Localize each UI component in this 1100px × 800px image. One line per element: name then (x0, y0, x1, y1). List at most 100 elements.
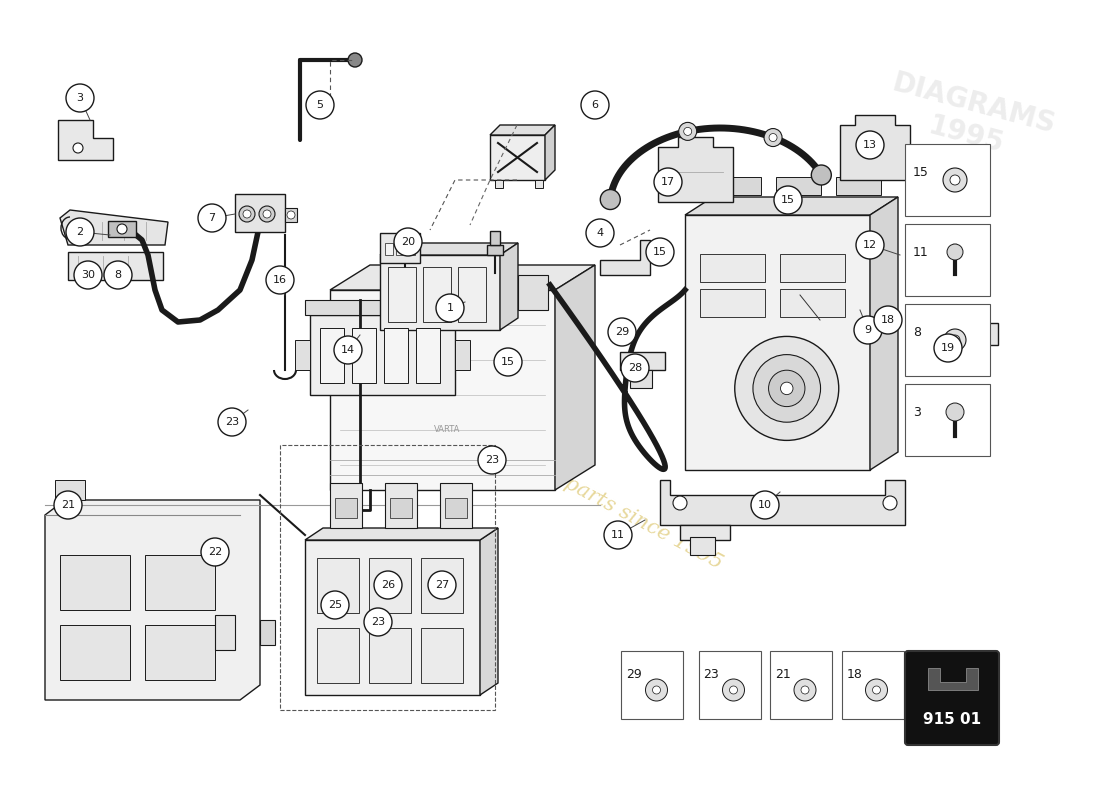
Polygon shape (680, 525, 730, 540)
Bar (379, 255, 500, 330)
Circle shape (266, 266, 294, 294)
Circle shape (646, 238, 674, 266)
Bar (487, 245, 503, 255)
Circle shape (781, 382, 793, 394)
Polygon shape (60, 210, 168, 245)
Circle shape (856, 131, 884, 159)
Circle shape (679, 122, 696, 140)
Bar (310, 315, 455, 395)
Circle shape (769, 134, 777, 142)
Circle shape (774, 186, 802, 214)
Bar (490, 135, 544, 180)
Bar (440, 483, 472, 528)
Circle shape (751, 491, 779, 519)
Circle shape (394, 228, 422, 256)
Bar (407, 243, 415, 255)
Circle shape (883, 496, 896, 510)
Circle shape (348, 53, 362, 67)
Bar (495, 180, 503, 188)
Circle shape (436, 294, 464, 322)
Text: 5: 5 (317, 100, 323, 110)
Circle shape (673, 496, 688, 510)
Bar (535, 180, 543, 188)
Text: 11: 11 (610, 530, 625, 540)
Text: 12: 12 (862, 240, 877, 250)
Bar (905, 384, 990, 456)
Circle shape (218, 408, 246, 436)
Circle shape (494, 348, 522, 376)
Text: 20: 20 (400, 237, 415, 247)
Circle shape (646, 679, 668, 701)
Text: 22: 22 (208, 547, 222, 557)
Bar (352, 328, 376, 383)
Polygon shape (685, 215, 870, 470)
Bar (490, 231, 500, 245)
Text: 30: 30 (81, 270, 95, 280)
Bar (518, 275, 548, 310)
Circle shape (201, 538, 229, 566)
Polygon shape (330, 265, 595, 290)
Polygon shape (658, 137, 733, 202)
Circle shape (654, 168, 682, 196)
Bar (421, 558, 463, 613)
Bar (690, 537, 715, 555)
Bar (60, 625, 130, 680)
Bar (770, 651, 832, 719)
Circle shape (874, 306, 902, 334)
Text: 3: 3 (913, 406, 921, 418)
Circle shape (769, 370, 805, 406)
Polygon shape (685, 197, 898, 215)
Circle shape (872, 686, 880, 694)
Bar (424, 267, 451, 322)
Bar (145, 625, 214, 680)
Text: 18: 18 (847, 669, 862, 682)
Text: 15: 15 (500, 357, 515, 367)
Bar (455, 340, 470, 370)
Text: 17: 17 (661, 177, 675, 187)
Polygon shape (600, 240, 650, 275)
Bar (108, 221, 136, 237)
Text: 23: 23 (224, 417, 239, 427)
Bar (384, 328, 408, 383)
Circle shape (944, 329, 966, 351)
Circle shape (478, 446, 506, 474)
Circle shape (604, 521, 632, 549)
Text: 28: 28 (628, 363, 642, 373)
Text: 8: 8 (913, 326, 921, 338)
Bar (905, 224, 990, 296)
Text: VARTA: VARTA (433, 426, 460, 434)
Circle shape (321, 591, 349, 619)
Bar (716, 177, 761, 195)
Text: 29: 29 (615, 327, 629, 337)
Circle shape (729, 686, 737, 694)
Text: 27: 27 (434, 580, 449, 590)
Text: 3: 3 (77, 93, 84, 103)
Text: 23: 23 (704, 669, 719, 682)
Text: 23: 23 (371, 617, 385, 627)
Bar (336, 498, 358, 518)
Text: 23: 23 (485, 455, 499, 465)
Circle shape (723, 679, 745, 701)
Polygon shape (544, 125, 556, 180)
Bar (385, 483, 417, 528)
Text: 19: 19 (940, 343, 955, 353)
Circle shape (934, 334, 962, 362)
Circle shape (287, 211, 295, 219)
Text: 26: 26 (381, 580, 395, 590)
Text: 15: 15 (781, 195, 795, 205)
Polygon shape (330, 290, 556, 490)
Text: DIAGRAMS
1995: DIAGRAMS 1995 (881, 69, 1059, 171)
Bar (55, 480, 85, 500)
Circle shape (812, 165, 832, 185)
Text: 9: 9 (865, 325, 871, 335)
Circle shape (947, 244, 962, 260)
Text: 21: 21 (776, 669, 791, 682)
Bar (305, 300, 460, 315)
Bar (621, 651, 683, 719)
Bar (295, 340, 310, 370)
Polygon shape (480, 528, 498, 695)
Text: 14: 14 (341, 345, 355, 355)
Polygon shape (58, 120, 113, 160)
Circle shape (73, 143, 82, 153)
Text: 915 01: 915 01 (923, 713, 981, 727)
